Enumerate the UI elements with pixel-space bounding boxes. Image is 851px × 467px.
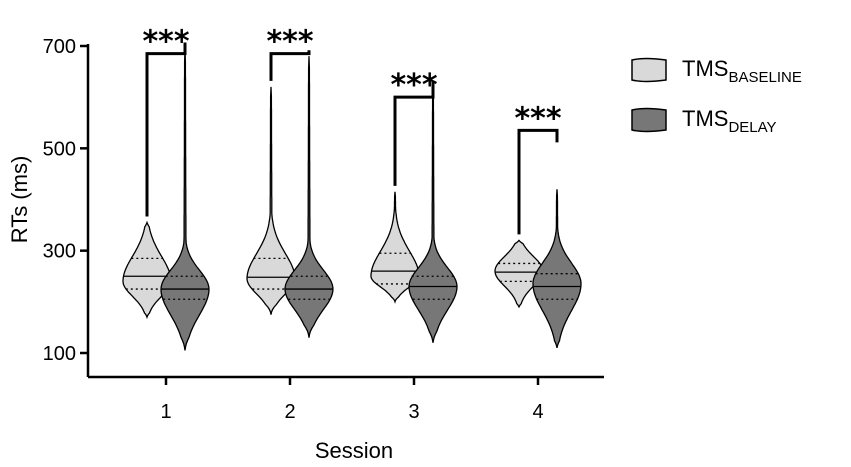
violin-delay-session-1 bbox=[160, 48, 210, 351]
bracket-line bbox=[517, 128, 559, 235]
violin-delay-session-2 bbox=[284, 56, 334, 338]
legend-label-delay-sub: DELAY bbox=[728, 119, 776, 136]
x-axis-title: Session bbox=[315, 438, 393, 463]
significance-label: *** bbox=[142, 25, 189, 60]
legend-swatch-delay bbox=[631, 107, 667, 133]
x-tick-label: 2 bbox=[284, 401, 295, 423]
legend-label-delay: TMSDELAY bbox=[682, 106, 777, 136]
significance-bracket: *** bbox=[266, 25, 314, 81]
violin-baseline-session-2 bbox=[246, 86, 296, 315]
significance-bracket: *** bbox=[514, 101, 562, 235]
significance-label: *** bbox=[390, 68, 437, 103]
y-axis-title: RTs (ms) bbox=[7, 156, 32, 244]
significance-bracket: *** bbox=[390, 68, 438, 186]
violin-baseline-session-3 bbox=[370, 191, 420, 304]
legend: TMSBASELINE TMSDELAY bbox=[631, 56, 802, 136]
legend-label-delay-main: TMS bbox=[682, 106, 728, 131]
x-tick-label: 3 bbox=[408, 401, 419, 423]
y-tick-label: 100 bbox=[43, 343, 76, 365]
legend-label-baseline-sub: BASELINE bbox=[728, 69, 801, 86]
significance-label: *** bbox=[514, 101, 561, 136]
y-tick-label: 700 bbox=[43, 36, 76, 58]
violin-shape bbox=[532, 189, 582, 349]
legend-swatch-baseline bbox=[631, 57, 667, 83]
y-tick-label: 500 bbox=[43, 138, 76, 160]
legend-label-baseline-main: TMS bbox=[682, 56, 728, 81]
x-tick-label: 1 bbox=[160, 401, 171, 423]
y-tick-label: 300 bbox=[43, 241, 76, 263]
bracket-line bbox=[393, 80, 435, 186]
significance-bracket: *** bbox=[142, 25, 190, 217]
legend-item-baseline: TMSBASELINE bbox=[631, 56, 802, 86]
violin-shape bbox=[408, 86, 458, 343]
significance-label: *** bbox=[266, 25, 313, 60]
violin-delay-session-4 bbox=[532, 189, 582, 349]
legend-item-delay: TMSDELAY bbox=[631, 106, 777, 136]
violin-shape bbox=[160, 48, 210, 351]
violin-delay-session-3 bbox=[408, 86, 458, 343]
x-tick-label: 4 bbox=[532, 401, 543, 423]
violin-shape bbox=[246, 86, 296, 315]
bracket-line bbox=[269, 50, 311, 81]
bracket-line bbox=[145, 42, 187, 217]
axes: RTs (ms) Session 100 300 500 700 1 2 3 4 bbox=[7, 36, 604, 463]
plot-area: *** *** *** *** bbox=[122, 25, 582, 351]
violin-shape bbox=[370, 191, 420, 304]
legend-label-baseline: TMSBASELINE bbox=[682, 56, 802, 86]
violin-shape bbox=[284, 56, 334, 338]
